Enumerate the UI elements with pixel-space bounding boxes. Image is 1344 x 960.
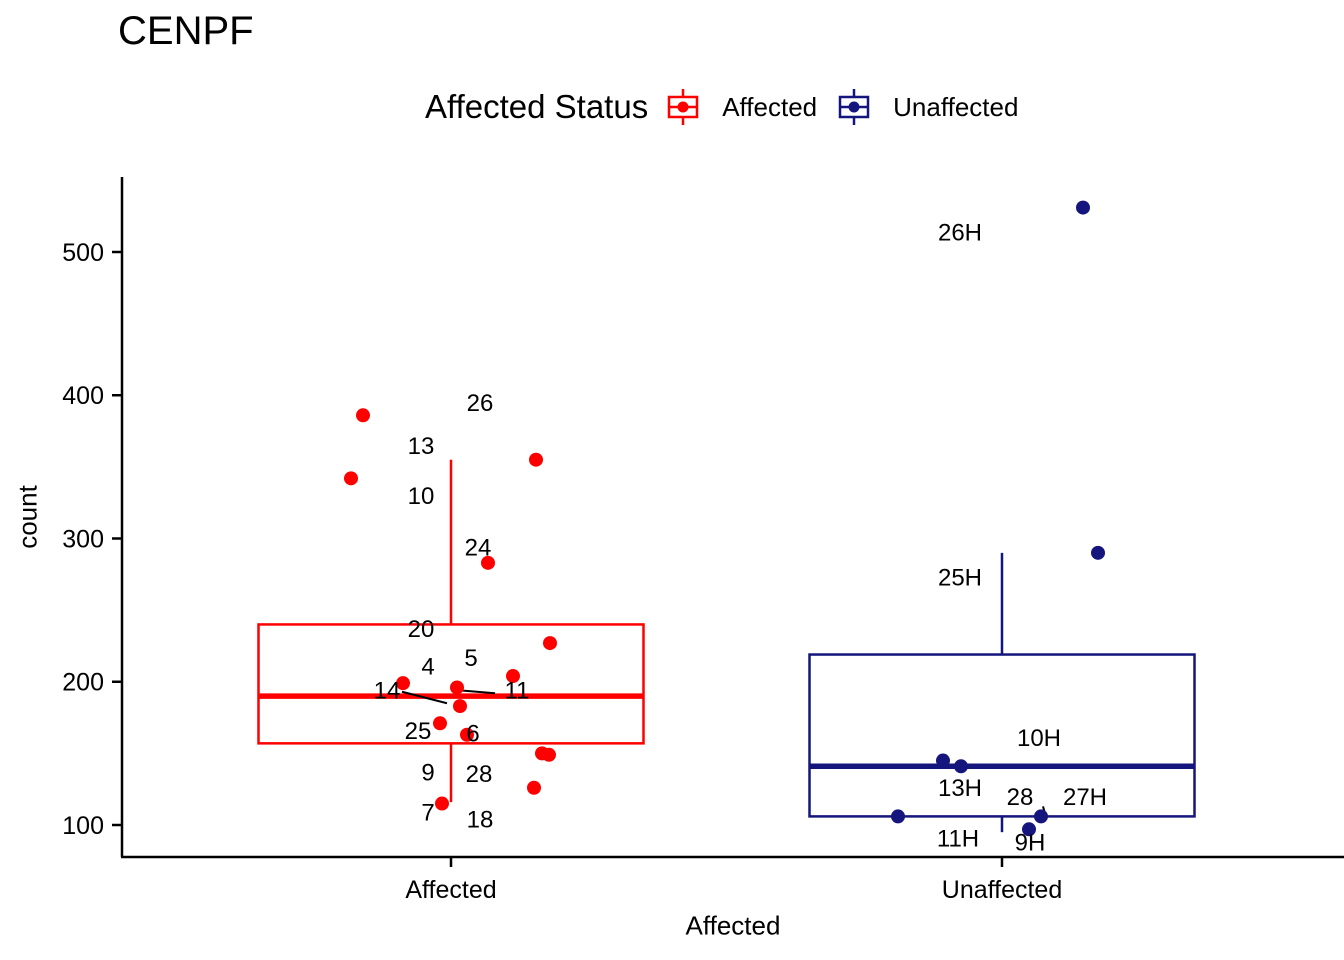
point-label: 13H bbox=[938, 775, 982, 802]
data-point-affected bbox=[460, 727, 474, 742]
data-point-unaffected bbox=[891, 809, 905, 824]
data-point-affected bbox=[356, 408, 370, 423]
point-label: 26 bbox=[467, 390, 494, 417]
y-tick-label: 500 bbox=[62, 239, 104, 267]
x-axis-title: Affected bbox=[685, 910, 781, 941]
legend-item-affected-label: Affected bbox=[722, 91, 818, 122]
point-label: 18 bbox=[467, 807, 494, 834]
y-tick-label: 400 bbox=[62, 382, 104, 410]
point-label: 14 bbox=[374, 678, 401, 705]
point-label: 5 bbox=[464, 645, 477, 672]
data-point-unaffected bbox=[936, 753, 950, 768]
data-point-unaffected bbox=[1022, 822, 1036, 837]
boxplot-key-affected-icon bbox=[664, 88, 702, 126]
y-tick-label: 200 bbox=[62, 669, 104, 697]
point-label: 9 bbox=[421, 759, 434, 786]
x-tick-label: Affected bbox=[405, 876, 496, 904]
point-label: 24 bbox=[465, 534, 492, 561]
data-point-affected bbox=[344, 471, 358, 486]
y-tick-label: 300 bbox=[62, 525, 104, 553]
point-label: 25H bbox=[938, 565, 982, 592]
point-label: 7 bbox=[421, 800, 434, 827]
point-label: 13 bbox=[408, 433, 435, 460]
data-point-unaffected bbox=[954, 759, 968, 774]
point-label: 11 bbox=[505, 678, 530, 705]
data-point-affected bbox=[435, 796, 449, 811]
label-leader-line bbox=[401, 690, 448, 705]
data-point-affected bbox=[450, 680, 464, 695]
data-point-affected bbox=[433, 716, 447, 731]
point-label: 26H bbox=[938, 219, 982, 246]
point-label: 6 bbox=[466, 721, 479, 748]
x-tick-label: Unaffected bbox=[942, 876, 1062, 904]
point-label: 28 bbox=[1007, 784, 1034, 811]
data-point-unaffected bbox=[1034, 809, 1048, 824]
point-label: 10 bbox=[408, 483, 435, 510]
data-point-affected bbox=[543, 636, 557, 651]
legend-item-unaffected-label: Unaffected bbox=[893, 91, 1019, 122]
data-point-affected bbox=[542, 747, 556, 762]
point-label: 20 bbox=[408, 616, 435, 643]
boxplot-key-unaffected-icon bbox=[835, 88, 873, 126]
data-point-affected bbox=[396, 676, 410, 691]
point-label: 25 bbox=[405, 718, 432, 745]
point-label: 28 bbox=[466, 761, 493, 788]
box-unaffected bbox=[808, 653, 1196, 818]
point-label: 11H bbox=[937, 825, 979, 852]
legend-title: Affected Status bbox=[425, 88, 649, 125]
data-point-affected bbox=[529, 452, 543, 467]
data-point-affected bbox=[506, 669, 520, 684]
label-leader-line bbox=[459, 689, 496, 695]
data-point-affected bbox=[527, 780, 541, 795]
point-label: 9H bbox=[1015, 830, 1046, 857]
point-label: 4 bbox=[421, 653, 434, 680]
legend: Affected Status Affected Unaffected bbox=[425, 86, 1036, 128]
data-point-unaffected bbox=[1076, 200, 1090, 215]
data-point-affected bbox=[481, 555, 495, 570]
data-point-affected bbox=[453, 699, 467, 714]
data-point-unaffected bbox=[1091, 545, 1105, 560]
chart-title: CENPF bbox=[118, 9, 254, 53]
legend-item-affected: Affected bbox=[664, 88, 817, 126]
point-label: 27H bbox=[1063, 784, 1107, 811]
point-label: 10H bbox=[1017, 725, 1061, 752]
legend-item-unaffected: Unaffected bbox=[835, 88, 1018, 126]
y-tick-label: 100 bbox=[62, 812, 104, 840]
